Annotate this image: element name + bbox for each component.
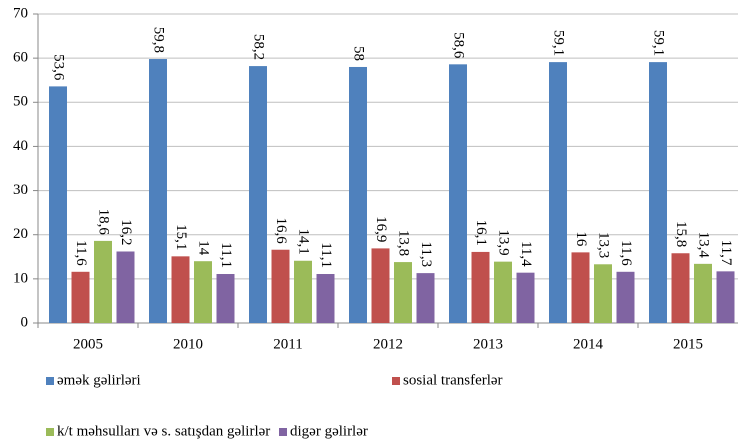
data-label: 11,7 (718, 240, 734, 266)
bar (71, 271, 90, 323)
y-tick-label: 30 (13, 182, 28, 198)
bar (416, 273, 435, 323)
bar (116, 251, 135, 323)
data-label: 15,8 (673, 221, 689, 247)
x-tick-label: 2010 (173, 336, 203, 352)
data-label: 58,6 (451, 32, 467, 59)
bar (594, 264, 612, 323)
data-label: 58 (351, 46, 367, 61)
bar (394, 262, 412, 323)
bar (649, 62, 667, 323)
legend-label: k/t məhsulları və s. satışdan gəlirlər (57, 423, 270, 439)
legend-label: əmək gəlirləri (57, 372, 141, 388)
bar (294, 260, 312, 323)
data-label: 59,8 (151, 27, 167, 53)
bar (694, 263, 712, 323)
x-tick-label: 2015 (673, 336, 703, 352)
y-tick-label: 20 (13, 226, 28, 242)
bar (471, 251, 490, 323)
x-tick-label: 2014 (573, 336, 604, 352)
data-label: 14 (196, 240, 212, 256)
bar (449, 64, 467, 323)
bar (271, 249, 290, 323)
data-label: 53,6 (51, 54, 67, 81)
legend-swatch (392, 377, 400, 385)
y-tick-label: 50 (13, 94, 28, 110)
legend-label: digər gəlirlər (290, 423, 368, 439)
bar (671, 253, 690, 323)
bar (371, 248, 390, 323)
bar (616, 271, 635, 323)
legend-swatch (46, 377, 54, 385)
data-label: 11,4 (518, 241, 534, 267)
legend-swatch (46, 428, 54, 436)
data-label: 11,6 (73, 240, 89, 266)
data-label: 13,9 (496, 229, 512, 255)
bar (216, 274, 235, 323)
data-label: 59,1 (551, 30, 567, 56)
data-label: 18,6 (96, 209, 112, 236)
data-label: 59,1 (651, 30, 667, 56)
bar (171, 256, 190, 323)
data-label: 16,2 (118, 219, 134, 245)
x-tick-label: 2011 (273, 336, 302, 352)
data-label: 16,6 (273, 217, 289, 244)
data-label: 11,3 (418, 241, 434, 267)
y-tick-label: 60 (13, 50, 28, 66)
bar (549, 62, 567, 323)
y-tick-label: 40 (13, 138, 28, 154)
data-label: 16 (573, 231, 589, 247)
data-label: 16,9 (373, 216, 389, 242)
data-label: 11,1 (218, 242, 234, 268)
data-label: 14,1 (296, 229, 312, 255)
bar (194, 261, 212, 323)
legend-swatch (279, 428, 287, 436)
data-label: 11,1 (318, 242, 334, 268)
data-label: 13,8 (396, 230, 412, 256)
bar (716, 271, 735, 323)
bar (249, 66, 267, 324)
data-label: 16,1 (473, 220, 489, 246)
x-tick-label: 2013 (473, 336, 503, 352)
x-tick-label: 2005 (73, 336, 103, 352)
data-label: 13,4 (696, 232, 712, 259)
x-tick-label: 2012 (373, 336, 403, 352)
bar (516, 272, 535, 323)
y-tick-label: 0 (21, 314, 29, 330)
data-label: 11,6 (618, 240, 634, 266)
data-label: 13,3 (596, 232, 612, 258)
bar (149, 59, 167, 323)
legend-label: sosial transferlər (403, 372, 503, 388)
bar (571, 252, 590, 323)
bar (49, 86, 67, 323)
data-label: 58,2 (251, 34, 267, 60)
y-tick-label: 70 (13, 5, 28, 21)
bar (494, 261, 512, 323)
bar (316, 274, 335, 323)
bar (349, 66, 367, 323)
bar (94, 240, 112, 323)
data-label: 15,1 (173, 224, 189, 250)
y-tick-label: 10 (13, 270, 28, 286)
